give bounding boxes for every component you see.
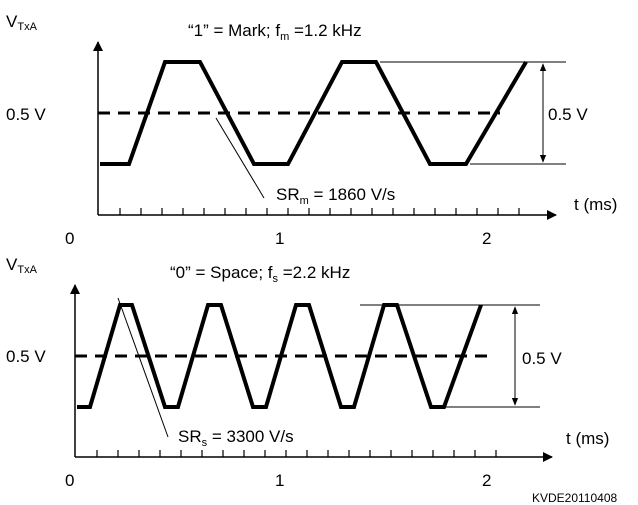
mark-amplitude-label: 0.5 V xyxy=(548,105,588,124)
space-y-axis-label: VTxA xyxy=(6,255,38,276)
space-slew-leader xyxy=(117,297,169,438)
mark-waveform xyxy=(100,60,528,166)
space-tick-label-2: 2 xyxy=(482,471,491,490)
mark-x-ticks xyxy=(119,208,520,215)
space-slew-rate-label: SRs = 3300 V/s xyxy=(178,427,294,449)
mark-slew-rate-label: SRm = 1860 V/s xyxy=(276,185,395,207)
mark-tick-label-0: 0 xyxy=(65,229,74,248)
space-tick-label-1: 1 xyxy=(275,471,284,490)
space-panel: VTxA 0.5 V 0.5 V “0” = Space; fs =2.2 kH… xyxy=(6,255,609,490)
space-level-label: 0.5 V xyxy=(6,347,46,366)
mark-x-axis-label: t (ms) xyxy=(574,195,617,214)
figure-id-label: KVDE20110408 xyxy=(532,491,618,505)
space-x-axis-label: t (ms) xyxy=(566,429,609,448)
space-amplitude-label: 0.5 V xyxy=(522,349,562,368)
space-tick-label-0: 0 xyxy=(65,471,74,490)
space-title: “0” = Space; fs =2.2 kHz xyxy=(170,263,350,285)
mark-title: “1” = Mark; fm =1.2 kHz xyxy=(188,21,362,43)
mark-level-label: 0.5 V xyxy=(6,105,46,124)
mark-slew-leader xyxy=(215,117,265,199)
mark-tick-label-2: 2 xyxy=(482,229,491,248)
mark-y-axis-label: VTxA xyxy=(6,12,38,33)
mark-tick-label-1: 1 xyxy=(275,229,284,248)
mark-panel: VTxA 0.5 V 0.5 V “1” = Mark; fm =1.2 kHz… xyxy=(6,12,617,248)
space-x-ticks xyxy=(96,450,497,457)
